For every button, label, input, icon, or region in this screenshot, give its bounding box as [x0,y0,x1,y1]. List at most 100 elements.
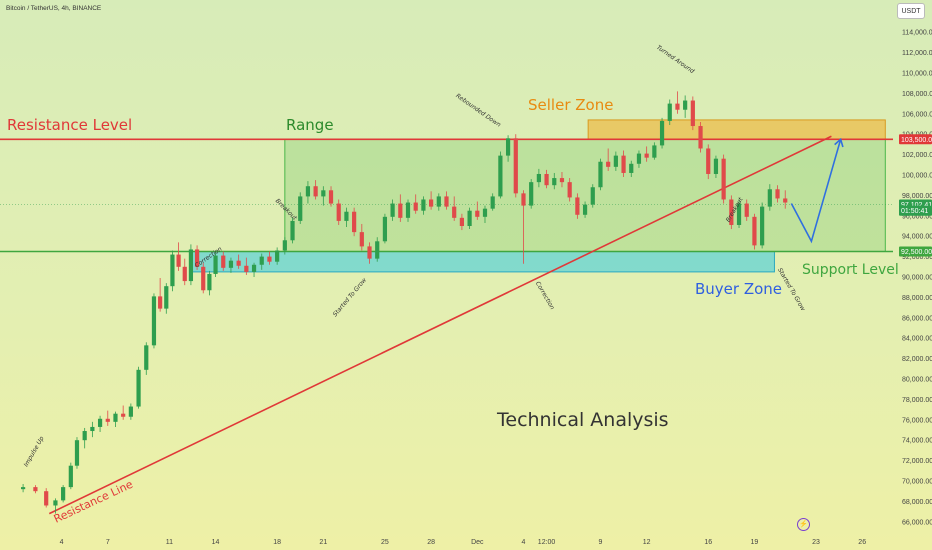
price-marker-label: 92,500.00 [901,249,932,256]
candle-body [582,204,588,215]
candle-body [752,216,757,246]
annotation-text: Started To Grow [332,277,368,319]
candle-body [105,418,110,422]
candle-body [82,431,87,441]
currency-badge[interactable]: USDT [897,3,925,19]
candle-body [629,163,634,173]
candle-body [652,145,657,158]
candle-body [321,190,326,197]
technical-analysis-title: Technical Analysis [496,409,669,431]
seller-zone [587,119,886,140]
candle-body [336,203,341,221]
x-tick-label: 26 [858,539,866,546]
annotation-text: Correction [534,280,556,311]
candle-body [182,266,187,282]
x-tick-label: 16 [704,539,712,546]
zones-layer [191,119,886,273]
candle-body [559,178,565,183]
y-tick-label: 114,000.00 [902,30,932,37]
x-tick-label: 28 [427,539,435,546]
candle-body [158,296,163,309]
x-tick-label: 23 [812,539,820,546]
candle-body [536,173,541,183]
candles-layer [20,91,788,514]
y-tick-label: 102,000.00 [902,152,932,159]
resistance-level-label: Resistance Level [7,116,132,134]
candle-body [267,256,272,262]
lines-layer [0,135,893,515]
y-tick-label: 72,000.00 [902,458,932,465]
candle-body [68,465,73,488]
candle-body [736,203,742,225]
candle-body [282,240,287,251]
candle-body [644,153,649,158]
candle-body [606,161,611,167]
annotation-text: Turned Around [655,44,695,75]
candle-body [305,186,311,197]
y-tick-label: 110,000.00 [902,71,932,78]
resistance-trend-line [48,135,832,515]
y-tick-label: 100,000.00 [902,173,932,180]
candle-body [729,199,734,225]
candle-body [375,241,380,259]
candle-body [575,197,580,215]
candle-body [44,491,49,506]
candle-body [598,161,603,188]
y-tick-label: 80,000.00 [902,377,932,384]
candle-body [359,232,364,247]
y-tick-label: 88,000.00 [902,295,932,302]
seller-zone-label: Seller Zone [528,96,613,114]
x-tick-label: 12:00 [538,539,556,546]
projection-arrowhead [834,137,844,148]
candle-body [444,196,449,207]
candle-body [659,120,665,146]
y-tick-label: 86,000.00 [902,315,932,322]
candle-body [61,487,66,501]
price-marker-tag [899,205,932,216]
candle-body [390,203,395,217]
candle-body [783,198,788,203]
candle-body [436,196,441,207]
candle-body [721,158,726,200]
symbol-title[interactable]: Bitcoin / TetherUS, 4h, BINANCE [6,5,102,12]
candle-body [636,153,642,164]
candle-body [590,187,595,205]
candle-body [313,186,318,197]
candle-body [713,158,719,174]
y-tick-label: 94,000.00 [902,234,932,241]
candle-body [53,500,58,506]
x-tick-label: 4 [60,539,64,546]
candle-body [667,103,672,121]
candle-body [121,413,126,417]
x-tick-label: 21 [319,539,327,546]
candle-body [683,100,688,110]
y-tick-label: 76,000.00 [902,417,932,424]
candle-body [760,206,765,246]
candle-body [259,256,264,265]
candle-body [698,126,703,149]
candle-body [490,196,495,209]
candle-body [228,260,234,268]
candle-body [144,345,149,370]
candle-body [188,249,194,282]
candle-body [298,196,303,221]
candle-body [213,255,218,274]
candle-body [221,255,226,268]
resistance-line-label: Resistance Line [52,478,135,526]
x-tick-label: 19 [751,539,759,546]
candle-body [767,189,772,207]
y-tick-label: 96,000.00 [902,213,932,220]
y-axis: 66,000.00 68,000.00 70,000.00 72,000.00 74,0… [899,30,932,526]
candle-body [344,211,349,221]
x-tick-label: 12 [643,539,651,546]
candle-body [113,413,118,422]
price-marker-label: 01:50:41 [901,208,928,215]
x-tick-label: 7 [106,539,110,546]
x-tick-label: Dec [471,539,484,546]
candle-body [236,260,241,266]
lightning-icon[interactable]: ⚡ [797,518,810,531]
candle-body [164,286,169,309]
candle-body [413,202,418,211]
